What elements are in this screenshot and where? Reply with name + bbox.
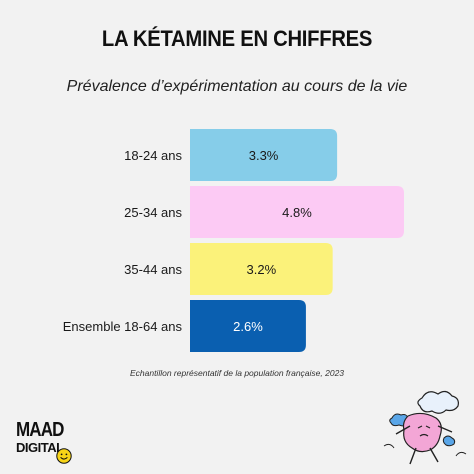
category-label-2: 35-44 ans: [124, 262, 182, 277]
bar-value-label-3: 2.6%: [233, 319, 263, 334]
category-label-0: 18-24 ans: [124, 148, 182, 163]
chart-subtitle: Prévalence d’expérimentation au cours de…: [66, 78, 408, 95]
page-title: LA KÉTAMINE EN CHIFFRES: [101, 26, 373, 51]
logo-text-digital: DIGITAL: [16, 440, 64, 455]
bar-2: [190, 243, 333, 295]
cloud-character-illustration: [383, 390, 467, 465]
bar-value-label-1: 4.8%: [282, 205, 312, 220]
smiley-face-icon: [56, 448, 72, 464]
bar-value-label-0: 3.3%: [249, 148, 279, 163]
bar-value-label-2: 3.2%: [247, 262, 277, 277]
category-label-1: 25-34 ans: [124, 205, 182, 220]
bar-0: [190, 129, 338, 181]
logo-text-maad: MAAD: [16, 419, 64, 441]
bar-1: [190, 186, 404, 238]
maad-digital-logo: MAAD DIGITAL: [16, 419, 76, 464]
footnote: Echantillon représentatif de la populati…: [129, 368, 345, 378]
bar-3: [190, 300, 306, 352]
category-label-3: Ensemble 18-64 ans: [63, 319, 183, 334]
